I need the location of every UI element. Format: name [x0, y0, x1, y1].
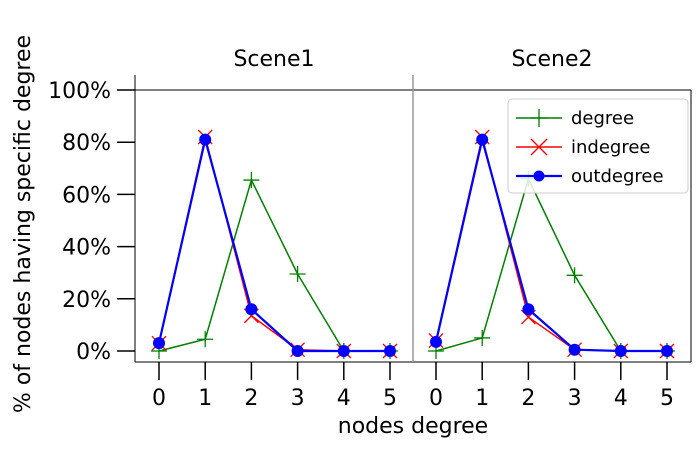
marker-outdegree	[476, 133, 489, 146]
legend-label-degree: degree	[571, 108, 634, 129]
x-tick-label: 0	[429, 386, 443, 411]
marker-outdegree	[522, 303, 535, 316]
marker-degree	[566, 267, 583, 284]
series-line-outdegree	[157, 138, 390, 353]
marker-degree	[474, 329, 491, 346]
series-line-degree	[158, 179, 390, 352]
marker-degree	[289, 266, 306, 283]
marker-outdegree	[430, 335, 442, 348]
y-tick-label: 100%	[48, 79, 111, 104]
legend-label-outdegree: outdegree	[571, 166, 664, 187]
marker-outdegree	[614, 345, 627, 357]
marker-outdegree	[291, 345, 304, 357]
panel-title: Scene2	[511, 47, 592, 72]
x-tick-label: 3	[291, 386, 305, 411]
x-tick-label: 3	[568, 386, 582, 411]
series-line-degree	[435, 177, 667, 352]
marker-degree	[197, 331, 214, 348]
y-tick-label: 40%	[62, 236, 111, 261]
legend-box	[507, 98, 689, 194]
marker-outdegree	[153, 337, 165, 350]
x-tick-label: 2	[521, 386, 535, 411]
y-tick-label: 0%	[76, 340, 111, 365]
marker-outdegree	[337, 345, 350, 357]
x-tick-label: 2	[244, 386, 258, 411]
y-axis-label: % of nodes having specific degree	[11, 35, 36, 413]
x-tick-label: 5	[660, 386, 674, 411]
x-tick-label: 1	[198, 386, 212, 411]
marker-outdegree	[245, 303, 258, 316]
x-tick-label: 1	[475, 386, 489, 411]
marker-outdegree	[199, 133, 212, 146]
marker-outdegree	[661, 345, 673, 357]
panel-title: Scene1	[233, 47, 314, 72]
series-line-outdegree	[434, 138, 667, 353]
legend-label-indegree: indegree	[571, 137, 651, 158]
marker-outdegree	[384, 345, 396, 357]
y-tick-label: 20%	[62, 288, 111, 313]
legend-marker-outdegree	[533, 170, 545, 182]
y-tick-label: 60%	[62, 183, 111, 208]
x-tick-label: 0	[152, 386, 166, 411]
x-tick-label: 4	[614, 386, 628, 411]
x-axis-label: nodes degree	[338, 414, 488, 439]
marker-degree	[243, 172, 260, 189]
marker-outdegree	[568, 343, 581, 356]
legend-marker-indegree	[530, 138, 548, 156]
x-tick-label: 5	[383, 386, 397, 411]
x-tick-label: 4	[337, 386, 351, 411]
series-line-indegree	[158, 136, 390, 352]
y-tick-label: 80%	[62, 131, 111, 156]
